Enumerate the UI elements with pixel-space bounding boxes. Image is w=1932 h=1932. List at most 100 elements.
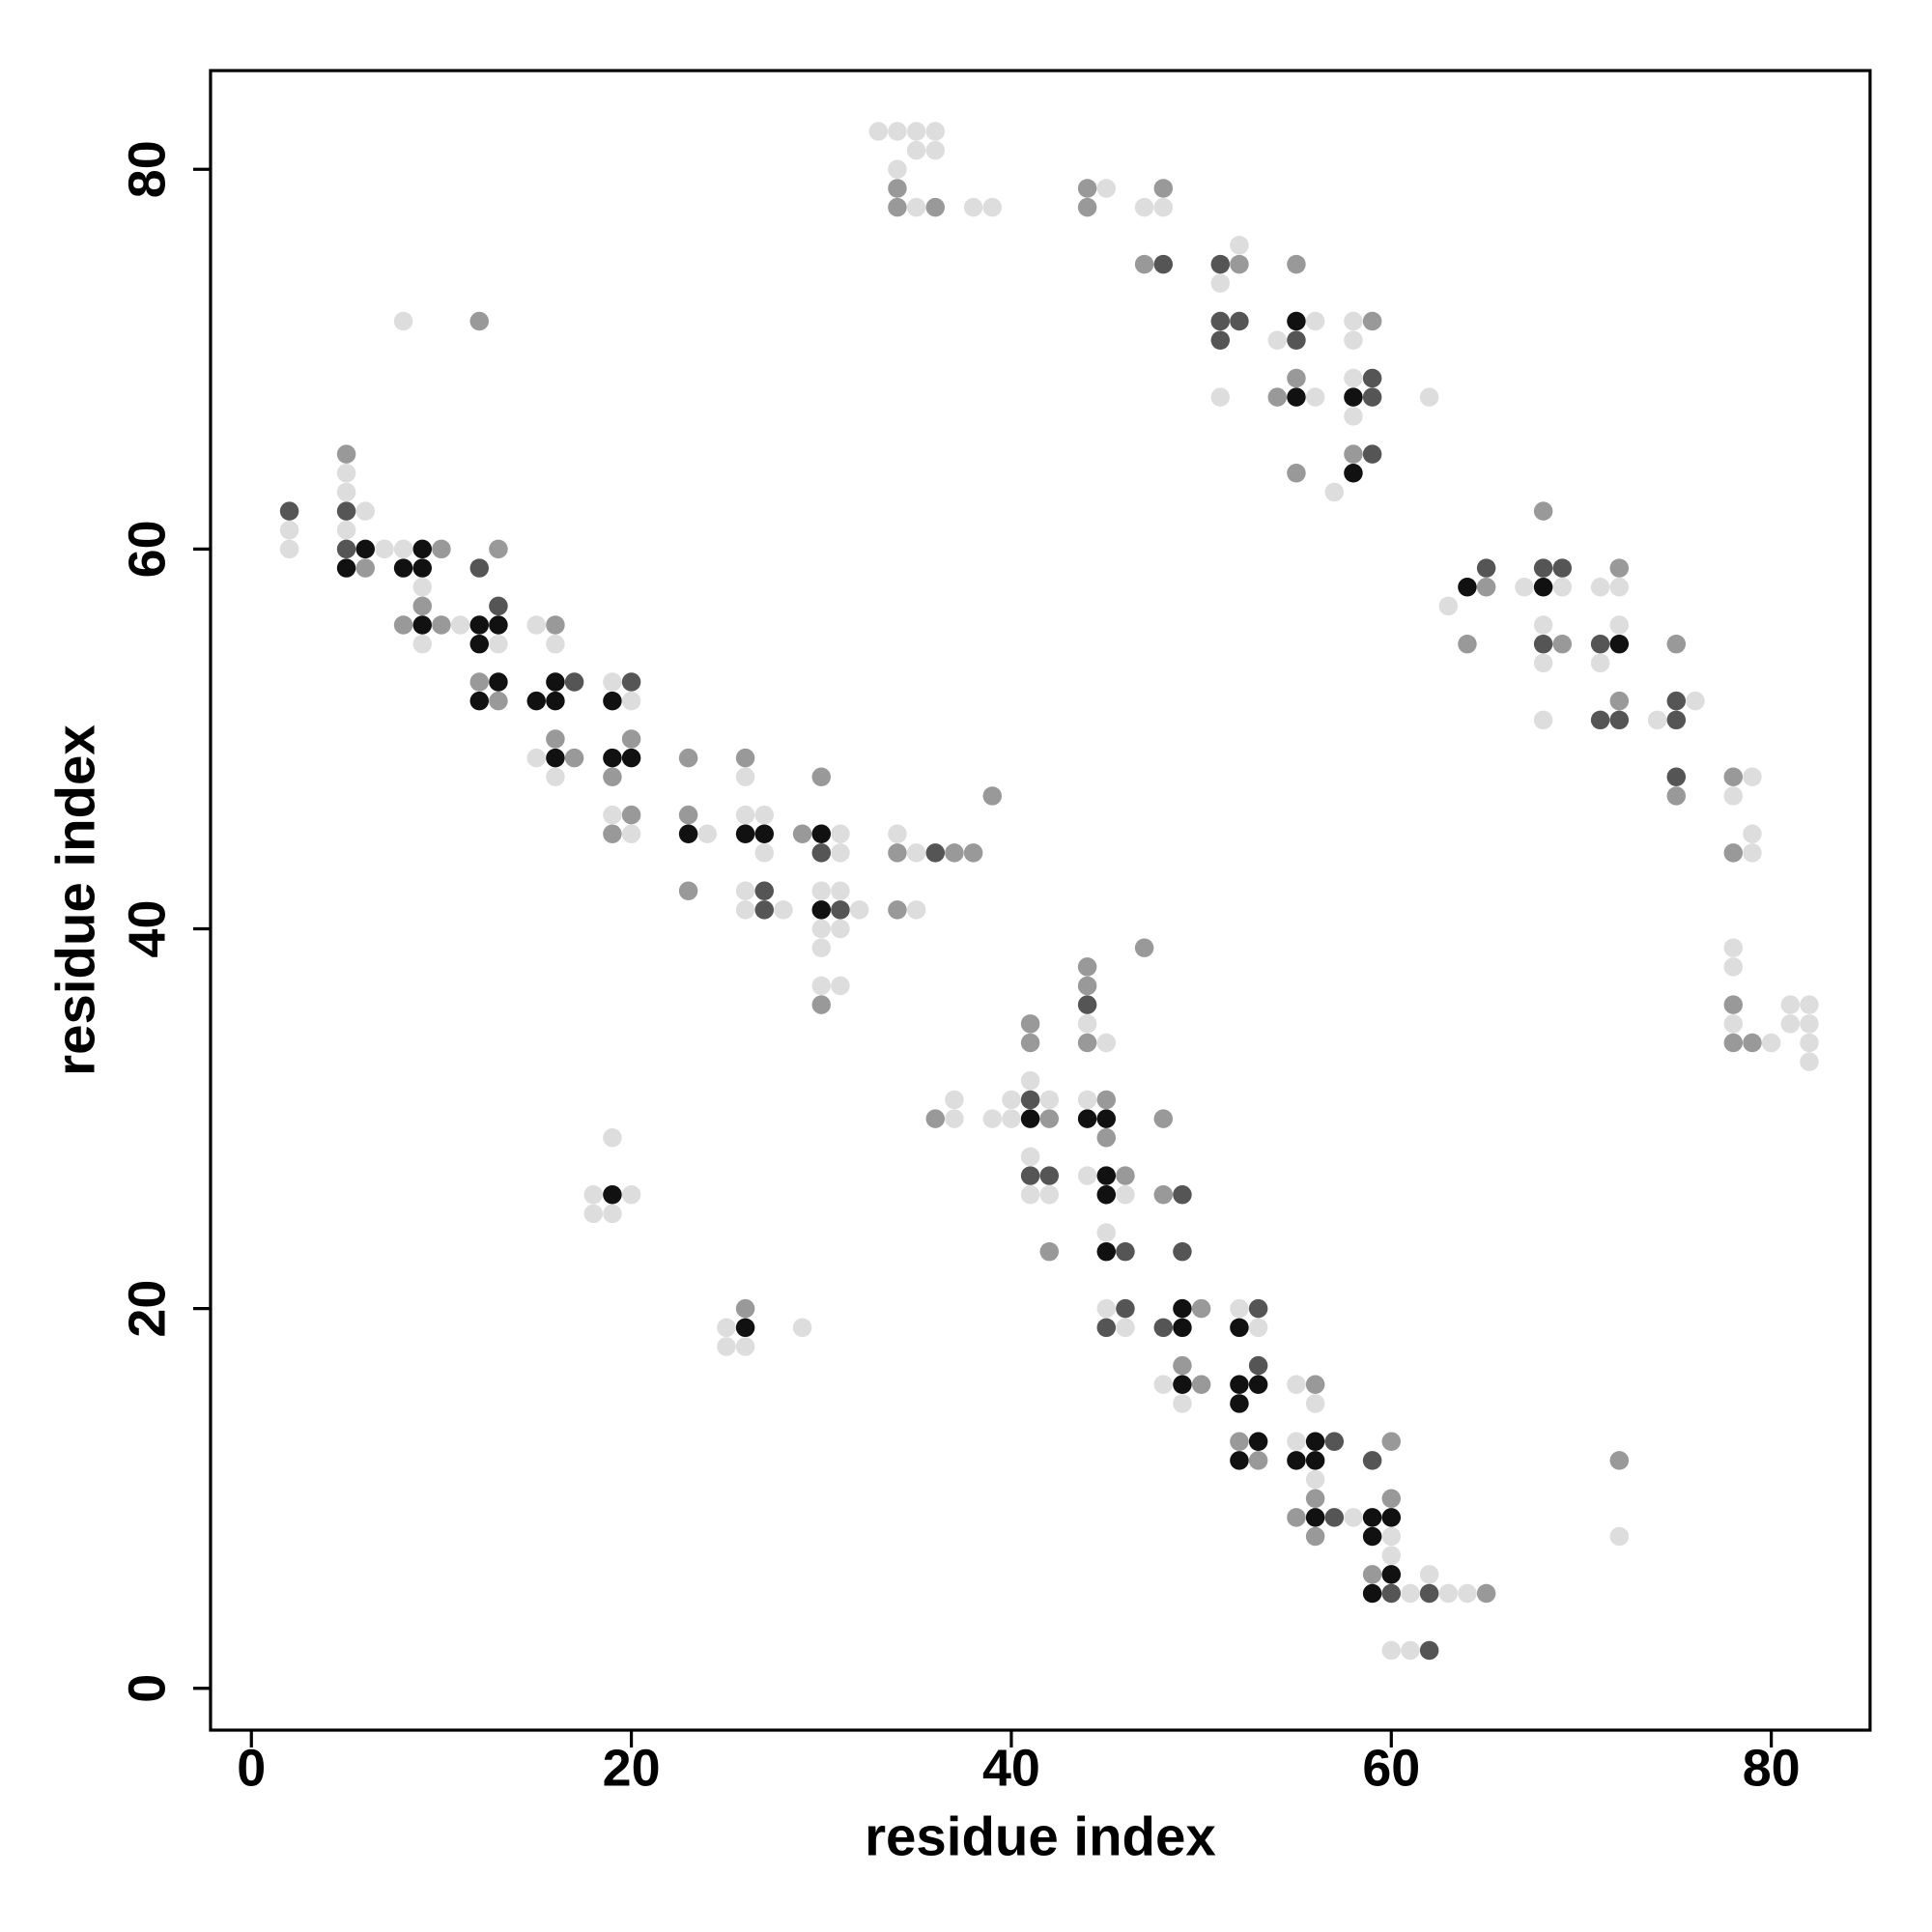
- point: [1800, 1052, 1819, 1071]
- point: [1476, 1583, 1496, 1604]
- point: [546, 729, 565, 749]
- point-group: [336, 311, 1630, 1604]
- x-tick-label: 0: [237, 1740, 266, 1798]
- point: [1153, 1375, 1174, 1395]
- point: [1248, 1375, 1268, 1395]
- point: [906, 122, 926, 141]
- point: [1590, 634, 1610, 654]
- point: [1438, 596, 1459, 616]
- point: [1039, 1166, 1060, 1185]
- point: [1723, 767, 1744, 787]
- y-tick-label: 20: [119, 1280, 177, 1338]
- plot-frame: [209, 69, 1872, 1732]
- point: [1230, 1298, 1249, 1319]
- point: [1800, 1014, 1819, 1034]
- point: [1305, 1394, 1325, 1413]
- point: [735, 767, 755, 787]
- point: [1609, 1526, 1630, 1547]
- point: [1077, 1090, 1097, 1110]
- point: [1419, 1583, 1439, 1604]
- point: [735, 1298, 755, 1319]
- point: [1305, 1375, 1325, 1395]
- point: [888, 159, 907, 180]
- point: [412, 539, 432, 559]
- point: [1609, 615, 1630, 635]
- point: [811, 900, 831, 920]
- point: [754, 900, 774, 920]
- point: [1173, 1184, 1192, 1205]
- point: [735, 748, 755, 768]
- point: [469, 311, 489, 331]
- point: [754, 805, 774, 825]
- point: [621, 748, 641, 768]
- point: [1039, 1241, 1060, 1262]
- point: [982, 1109, 1003, 1128]
- x-tick-label: 80: [1743, 1740, 1801, 1798]
- point: [1723, 786, 1744, 806]
- point: [375, 539, 394, 559]
- point: [546, 672, 565, 692]
- point: [1096, 1128, 1117, 1148]
- point: [1287, 1432, 1306, 1451]
- point: [1116, 1166, 1135, 1185]
- point: [1020, 1014, 1040, 1034]
- point: [1096, 1241, 1117, 1262]
- point: [432, 615, 451, 635]
- point: [1780, 1014, 1801, 1034]
- point: [1230, 1394, 1249, 1413]
- point: [1344, 368, 1363, 388]
- point: [621, 691, 641, 711]
- point: [621, 672, 641, 692]
- point: [564, 748, 584, 768]
- point: [1476, 558, 1496, 578]
- point: [1173, 1318, 1192, 1338]
- point: [735, 881, 755, 900]
- point: [1153, 1318, 1174, 1338]
- point: [1381, 1526, 1402, 1547]
- point: [831, 976, 850, 996]
- point: [792, 1318, 812, 1338]
- point: [1533, 577, 1553, 597]
- point: [1248, 1355, 1268, 1376]
- point: [1305, 311, 1325, 331]
- point: [888, 843, 907, 863]
- point: [603, 1204, 622, 1224]
- point: [336, 482, 356, 502]
- point: [1230, 1375, 1249, 1395]
- point: [412, 596, 432, 616]
- point: [450, 615, 470, 635]
- point: [1077, 1109, 1097, 1128]
- point: [888, 824, 907, 843]
- point: [489, 596, 508, 616]
- point: [1362, 1508, 1382, 1527]
- point: [1153, 1109, 1174, 1128]
- point: [1381, 1583, 1402, 1604]
- point: [546, 748, 565, 768]
- point: [489, 539, 508, 559]
- point: [906, 140, 926, 160]
- point: [1552, 558, 1573, 578]
- point: [546, 615, 565, 635]
- point: [1267, 387, 1288, 407]
- point: [1096, 1109, 1117, 1128]
- point: [1287, 1508, 1306, 1527]
- point: [279, 521, 299, 540]
- point: [735, 805, 755, 825]
- point: [945, 843, 964, 863]
- point: [1039, 1109, 1060, 1128]
- point: [1248, 1432, 1268, 1451]
- point: [279, 501, 299, 521]
- point: [811, 881, 831, 900]
- point: [279, 539, 299, 559]
- point: [1020, 1109, 1040, 1128]
- point: [336, 464, 356, 483]
- point: [393, 539, 413, 559]
- point: [1381, 1432, 1402, 1451]
- point: [1020, 1147, 1040, 1167]
- point: [1458, 1583, 1477, 1604]
- point: [603, 805, 622, 825]
- point: [1362, 1565, 1382, 1584]
- point: [1590, 710, 1610, 730]
- point: [621, 824, 641, 843]
